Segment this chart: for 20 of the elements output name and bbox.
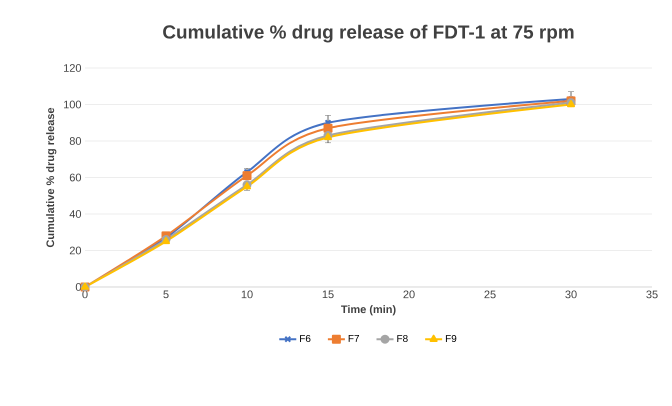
y-tick-label: 100	[64, 100, 82, 108]
legend-label: F9	[446, 334, 456, 342]
y-axis-title: Cumulative % drug release	[46, 108, 56, 248]
x-tick-label: 5	[163, 290, 169, 298]
chart-title: Cumulative % drug release of FDT-1 at 75 rpm	[163, 24, 574, 43]
y-tick-label: 20	[70, 246, 82, 254]
x-tick-label: 25	[484, 290, 496, 298]
legend-label: F6	[300, 334, 310, 342]
y-tick-label: 120	[64, 64, 82, 72]
x-tick-label: 35	[646, 290, 658, 298]
y-tick-label: 80	[70, 137, 82, 145]
x-tick-label: 15	[322, 290, 334, 298]
x-tick-label: 30	[565, 290, 577, 298]
x-axis-title: Time (min)	[341, 305, 396, 316]
legend-label: F8	[397, 334, 408, 342]
y-tick-label: 40	[70, 210, 82, 218]
y-tick-label: 60	[70, 174, 82, 182]
x-tick-label: 20	[403, 290, 415, 298]
x-tick-label: 10	[242, 290, 253, 298]
legend-label: F7	[348, 335, 360, 342]
